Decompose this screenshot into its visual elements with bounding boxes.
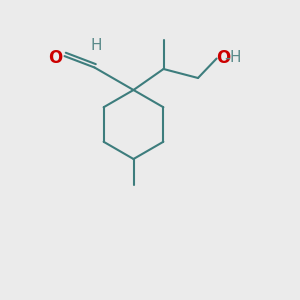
Text: H: H	[230, 50, 241, 65]
Text: O: O	[217, 49, 231, 67]
Text: -: -	[224, 49, 230, 67]
Text: O: O	[48, 49, 63, 67]
Text: H: H	[90, 38, 102, 52]
